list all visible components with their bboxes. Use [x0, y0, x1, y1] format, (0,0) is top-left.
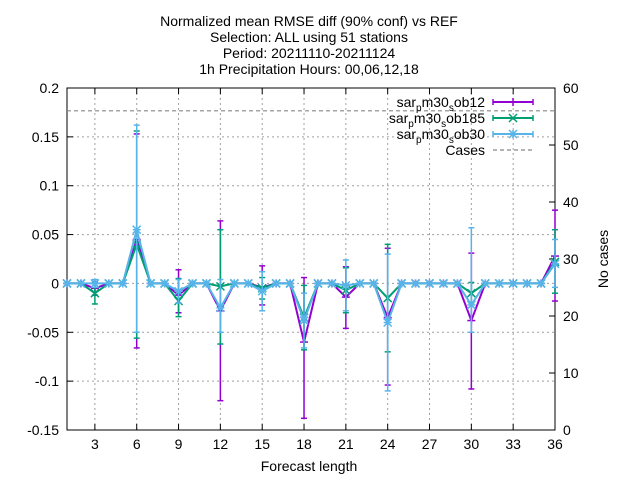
- legend-label: Cases: [445, 142, 485, 158]
- data-point-part: [313, 278, 323, 288]
- x-tick-label: 3: [91, 436, 99, 452]
- title-line: Period: 20211110-20211124: [223, 45, 396, 61]
- data-point-part: [257, 286, 267, 296]
- data-point-part: [383, 317, 393, 328]
- title-line: Selection: ALL using 51 stations: [210, 29, 408, 45]
- data-point-part: [146, 278, 156, 288]
- y2-tick-label: 20: [563, 308, 579, 324]
- series-2: [62, 124, 560, 392]
- y-tick-label: -0.15: [27, 422, 59, 438]
- data-point-part: [424, 278, 435, 288]
- data-point-part: [522, 278, 532, 288]
- axes: 3 6 9 12 15 18 21 24 27 30 33 36-0.15-0.1-0.0500.05…: [27, 80, 579, 452]
- x-tick-label: 24: [380, 436, 396, 452]
- data-point-part: [201, 278, 211, 288]
- data-point-part: [271, 278, 281, 288]
- series-line: [67, 225, 556, 326]
- data-point-part: [411, 278, 421, 288]
- data-point-part: [243, 278, 253, 288]
- data-point-part: [494, 278, 504, 288]
- title-line: Normalized mean RMSE diff (90% conf) vs …: [160, 13, 458, 29]
- y2-tick-label: 60: [563, 80, 579, 96]
- legend-label: sarpm30sob12: [397, 94, 486, 114]
- y2-tick-label: 30: [563, 251, 579, 267]
- data-point-part: [397, 278, 407, 288]
- x-tick-label: 12: [213, 436, 229, 452]
- x-tick-label: 27: [422, 436, 438, 452]
- y-tick-label: 0.1: [40, 178, 60, 194]
- data-point-part: [452, 278, 462, 288]
- y-tick-label: -0.05: [27, 324, 59, 340]
- data-point-part: [536, 278, 546, 288]
- title-line: 1h Precipitation Hours: 00,06,12,18: [199, 61, 419, 77]
- legend-label: sarpm30sob185: [389, 110, 485, 130]
- data-point-part: [118, 278, 128, 288]
- data-point-part: [132, 225, 142, 235]
- y-tick-label: 0.05: [32, 227, 59, 243]
- data-point-part: [508, 278, 518, 288]
- y-tick-label: 0: [51, 275, 59, 291]
- y2-tick-label: 10: [563, 365, 579, 381]
- y2-tick-label: 50: [563, 137, 579, 153]
- data-point-part: [215, 303, 225, 313]
- data-point-part: [550, 259, 560, 269]
- data-point-part: [369, 278, 379, 288]
- x-axis-label: Forecast length: [261, 458, 358, 474]
- data-point-part: [90, 278, 100, 288]
- data-point-part: [327, 278, 337, 288]
- data-point-part: [90, 288, 100, 298]
- data-point-part: [104, 278, 114, 288]
- data-point-part: [285, 278, 295, 288]
- data-point-part: [187, 278, 198, 288]
- data-point-part: [229, 278, 239, 288]
- y2-tick-label: 0: [563, 422, 571, 438]
- x-tick-label: 30: [464, 436, 480, 452]
- legend: sarpm30sob12sarpm30sob185sarpm30sob30Cas…: [389, 94, 534, 158]
- data-point-part: [508, 129, 518, 139]
- data-point-part: [62, 278, 72, 288]
- y2-axis-label: No cases: [595, 230, 611, 288]
- x-tick-label: 9: [175, 436, 183, 452]
- data-point-part: [355, 278, 365, 288]
- x-tick-label: 21: [338, 436, 354, 452]
- legend-label: sarpm30sob30: [397, 126, 486, 146]
- series-group: [62, 110, 560, 420]
- data-point-part: [508, 113, 518, 123]
- data-point-part: [160, 278, 170, 288]
- x-tick-label: 6: [133, 436, 141, 452]
- x-tick-label: 36: [547, 436, 563, 452]
- data-point-part: [341, 280, 351, 290]
- y2-tick-label: 40: [563, 194, 579, 210]
- x-tick-label: 33: [505, 436, 521, 452]
- data-point-part: [466, 300, 476, 310]
- chart-title: Normalized mean RMSE diff (90% conf) vs …: [160, 13, 458, 77]
- y-tick-label: 0.15: [32, 129, 59, 145]
- data-point-part: [299, 316, 309, 326]
- data-point-part: [174, 286, 184, 296]
- y-tick-label: 0.2: [40, 80, 60, 96]
- y-tick-label: -0.1: [35, 373, 59, 389]
- data-point-part: [438, 278, 448, 288]
- data-point-part: [76, 278, 86, 288]
- x-tick-label: 15: [254, 436, 270, 452]
- data-point-part: [480, 278, 490, 288]
- x-tick-label: 18: [296, 436, 312, 452]
